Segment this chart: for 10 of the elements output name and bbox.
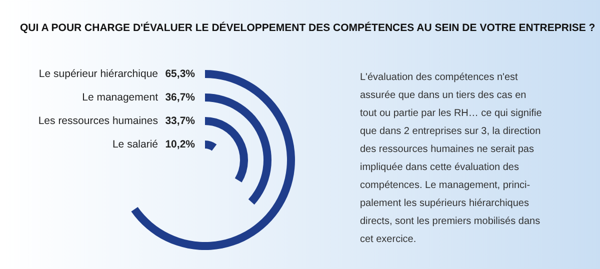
text: QUI A POUR CHARGE D'ÉVALUER LE DÉVELOPPEMENT DES COMPÉTENCES AU SEIN DE VOTRE ENTREPRISE ? (20, 21, 596, 34)
category-label: Les ressources humaines (38, 115, 158, 127)
data-label: 10,2% (165, 138, 196, 150)
category-label: Le management (82, 92, 158, 104)
category-label: Le salarié (112, 138, 158, 150)
text: L'évaluation des compétences n'est assurée que dans un tiers des cas en tout ou partie par les RH… ce qui signifie que dans 2 entreprises sur 3, la direction des ressources humaines ne serait pas impliquée dans cette évaluation des compétences. Le management, princi- palement les supérieurs hiérarchiques directs, sont les premiers mobilisés dans cet exercice. (360, 72, 542, 245)
category-label: Le supérieur hiérarchique (38, 68, 158, 80)
data-label: 36,7% (165, 92, 196, 104)
data-label: 33,7% (165, 115, 196, 127)
data-label: 65,3% (165, 68, 196, 80)
